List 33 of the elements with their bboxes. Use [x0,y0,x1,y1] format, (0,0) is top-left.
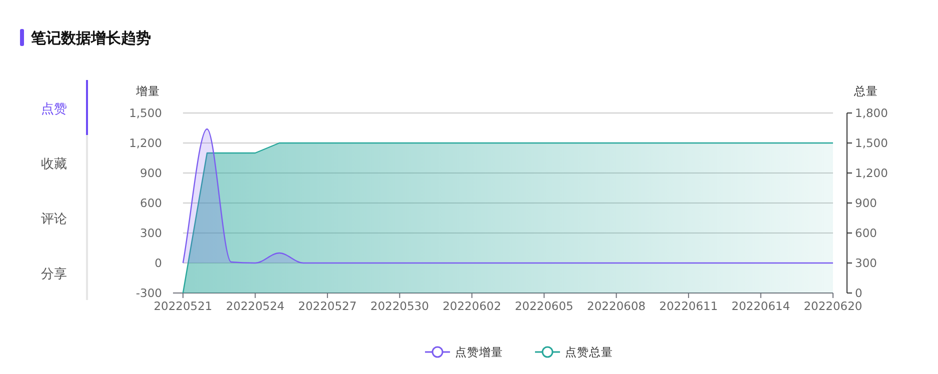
y2-axis-title: 总量 [853,84,878,98]
y-tick-label: 1,500 [129,106,162,120]
y-tick-label: 300 [140,226,162,240]
x-tick-label: 20220530 [370,299,429,313]
x-tick-label: 20220524 [226,299,284,313]
y-axis-title: 增量 [135,84,160,98]
legend-label: 点赞总量 [565,345,613,359]
chart-title: 笔记数据增长趋势 [30,29,151,47]
x-tick-label: 20220620 [804,299,862,313]
x-tick-label: 20220602 [442,299,502,313]
y-tick-label: 600 [140,196,162,210]
y2-tick-label: 1,500 [855,136,888,150]
x-tick-label: 20220605 [514,299,574,313]
x-tick-label: 20220611 [659,299,718,313]
x-tick-label: 20220608 [587,299,646,313]
y2-tick-label: 1,200 [855,166,888,180]
legend-label: 点赞增量 [455,345,503,359]
y2-tick-label: 1,800 [855,106,888,120]
x-tick-label: 20220527 [298,299,357,313]
y2-tick-label: 0 [855,286,862,300]
text: 点赞 [41,102,67,117]
text: 分享 [41,266,67,282]
y-tick-label: -300 [136,286,162,300]
text: 收藏 [41,157,67,172]
y2-tick-label: 900 [855,196,877,210]
y-tick-label: 0 [154,256,162,270]
text: 评论 [41,212,67,227]
y2-tick-label: 600 [855,226,877,240]
y-tick-label: 1,200 [129,136,162,150]
x-tick-label: 20220614 [732,299,790,313]
y2-tick-label: 300 [855,256,877,270]
x-tick-label: 20220521 [154,299,212,313]
y-tick-label: 900 [140,166,162,180]
